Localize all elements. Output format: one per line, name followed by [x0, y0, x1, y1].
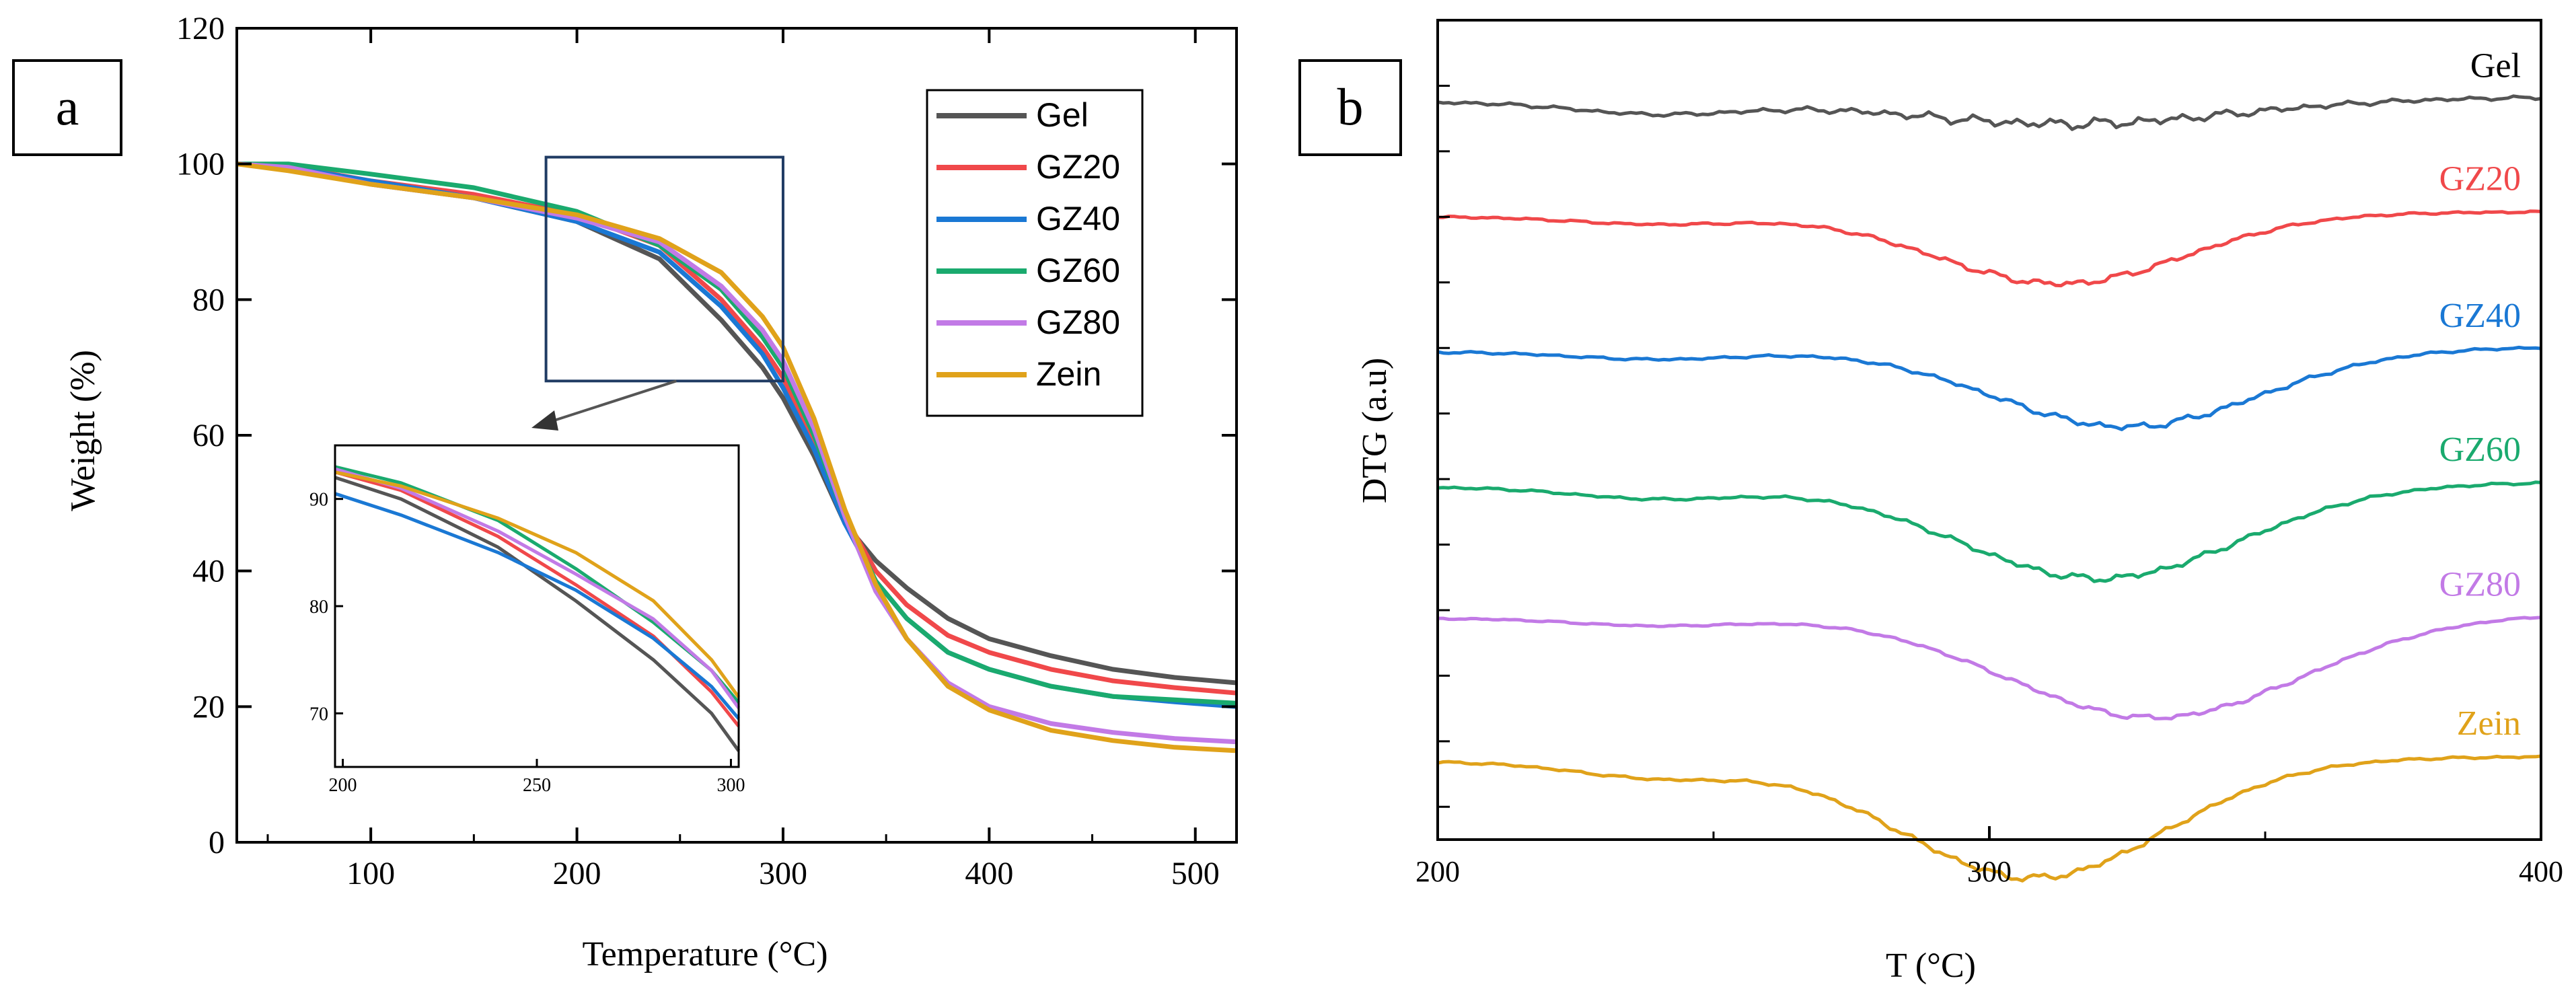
inset-series-line-zein [334, 470, 741, 698]
panel-b-x-axis-label: T (°C) [1886, 947, 1976, 985]
panel-a-x-axis-label: Temperature (°C) [582, 935, 827, 973]
panel-b-label: b [1337, 77, 1364, 136]
y-tick-label: 0 [209, 825, 225, 860]
y-tick-label: 120 [176, 11, 225, 46]
x-tick-label: 400 [2519, 855, 2563, 888]
zoom-arrow-line [543, 379, 677, 425]
zoom-box [531, 155, 784, 431]
x-tick-label: 500 [1171, 856, 1220, 891]
panel-b-series [1437, 94, 2542, 883]
inset-plot: 200 250 300 70 80 90 [309, 444, 745, 796]
x-tick-label: 200 [1415, 855, 1460, 888]
panel-b-label-box [1298, 59, 1402, 156]
y-tick-label: 40 [192, 554, 225, 589]
dtg-line-zein [1437, 754, 2542, 883]
panel-a-series [236, 161, 1237, 753]
legend-box [926, 89, 1144, 417]
panel-b: b 200 300 400 Gel GZ20 GZ40 GZ60 GZ80 Zein T (°… [1298, 19, 2563, 985]
dtg-label-gz40: GZ40 [2439, 297, 2521, 335]
dtg-label-gz20: GZ20 [2439, 159, 2521, 198]
y-tick-label: 60 [192, 418, 225, 453]
zoom-rectangle [544, 155, 784, 383]
y-tick-label: 80 [192, 282, 225, 318]
legend-label-zein: Zein [1036, 355, 1101, 393]
x-tick-label: 300 [1967, 855, 2012, 888]
panel-b-axes: 200 300 400 [1415, 19, 2563, 888]
series-line-gz20 [236, 161, 1237, 696]
panel-b-frame [1436, 19, 2542, 841]
dtg-line-gz60 [1437, 480, 2542, 583]
dtg-label-gel: Gel [2470, 46, 2521, 85]
dtg-label-gz80: GZ80 [2439, 566, 2521, 604]
dtg-label-gz60: GZ60 [2439, 431, 2521, 469]
panel-a-label: a [56, 77, 79, 136]
x-tick-label: 400 [965, 856, 1013, 891]
x-tick-label: 100 [346, 856, 395, 891]
inset-series-line-gz40 [334, 492, 740, 720]
panel-b-series-labels: Gel GZ20 GZ40 GZ60 GZ80 Zein [2439, 46, 2521, 742]
x-tick-label: 300 [759, 856, 807, 891]
inset-y-tick-label: 90 [309, 490, 328, 511]
panel-a: a 100 200 300 400 500 0 20 40 60 80 100 120 Tempera… [12, 11, 1238, 973]
zoom-arrow-head [531, 410, 558, 431]
panel-a-label-box [12, 59, 122, 156]
inset-series-line-gz80 [334, 467, 741, 709]
legend-label-gz80: GZ80 [1036, 303, 1120, 341]
inset-x-tick-label: 300 [716, 775, 745, 796]
dtg-label-zein: Zein [2457, 704, 2521, 743]
legend-label-gz20: GZ20 [1036, 148, 1120, 186]
legend-label-gz40: GZ40 [1036, 200, 1120, 237]
panel-a-y-axis-label: Weight (%) [64, 350, 102, 511]
series-line-zein [236, 161, 1237, 753]
x-tick-label: 200 [553, 856, 601, 891]
inset-y-tick-label: 70 [309, 704, 328, 725]
dtg-line-gz80 [1438, 616, 2542, 721]
legend-label-gz60: GZ60 [1036, 252, 1120, 289]
inset-bg [335, 445, 739, 767]
y-tick-label: 20 [192, 689, 225, 725]
legend-label-gel: Gel [1036, 96, 1089, 134]
inset-series-line-gel [334, 476, 741, 752]
inset-y-tick-label: 80 [309, 597, 328, 618]
panel-b-y-axis-label: DTG (a.u) [1356, 358, 1394, 504]
inset-x-tick-label: 200 [329, 775, 357, 796]
inset-x-tick-label: 250 [523, 775, 551, 796]
panel-a-axes: 100 200 300 400 500 0 20 40 60 80 100 120 [176, 11, 1238, 891]
dtg-line-gel [1437, 94, 2542, 131]
dtg-line-gz40 [1437, 345, 2542, 431]
y-tick-label: 100 [176, 147, 225, 182]
dtg-line-gz20 [1437, 209, 2542, 288]
inset-series-line-gz20 [334, 470, 740, 728]
legend: Gel GZ20 GZ40 GZ60 GZ80 Zein [926, 89, 1144, 417]
